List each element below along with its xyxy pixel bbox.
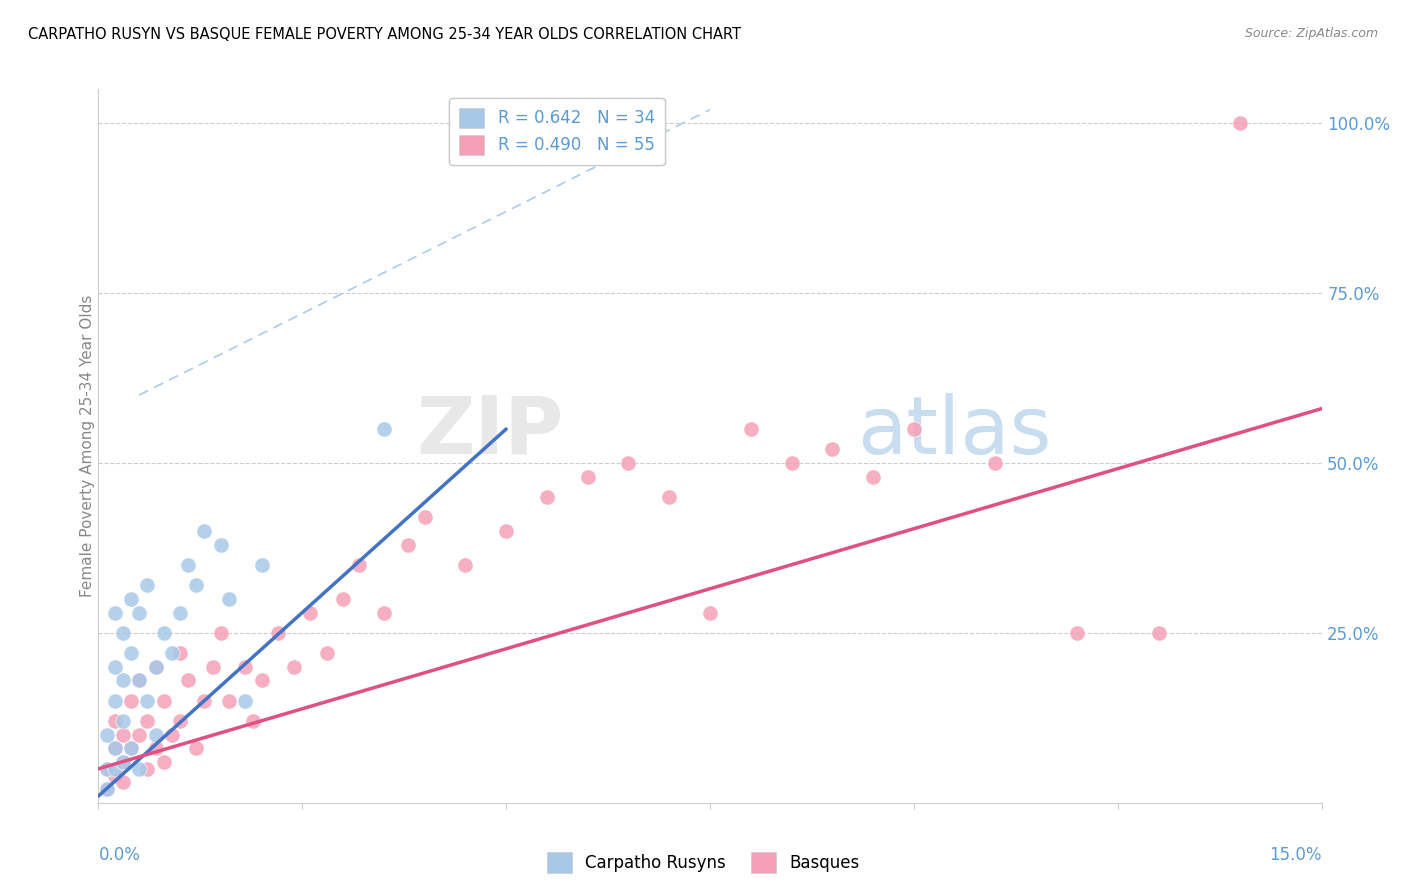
Point — [111, 626, 134, 640]
Point — [413, 510, 436, 524]
Text: Source: ZipAtlas.com: Source: ZipAtlas.com — [1244, 27, 1378, 40]
Point — [242, 714, 264, 729]
Point — [617, 456, 640, 470]
Point — [299, 606, 322, 620]
Point — [201, 660, 224, 674]
Point — [104, 694, 127, 708]
Text: 0.0%: 0.0% — [98, 846, 141, 863]
Point — [177, 673, 200, 688]
Point — [120, 741, 142, 756]
Point — [152, 626, 174, 640]
Point — [495, 524, 517, 538]
Point — [186, 578, 208, 592]
Legend: R = 0.642   N = 34, R = 0.490   N = 55: R = 0.642 N = 34, R = 0.490 N = 55 — [450, 97, 665, 165]
Text: atlas: atlas — [856, 392, 1052, 471]
Point — [984, 456, 1007, 470]
Point — [862, 469, 884, 483]
Point — [120, 646, 142, 660]
Point — [111, 775, 134, 789]
Point — [373, 422, 395, 436]
Point — [96, 782, 118, 797]
Point — [283, 660, 305, 674]
Point — [145, 741, 167, 756]
Point — [780, 456, 803, 470]
Point — [160, 646, 183, 660]
Point — [186, 741, 208, 756]
Text: ZIP: ZIP — [416, 392, 564, 471]
Point — [111, 755, 134, 769]
Point — [152, 755, 174, 769]
Point — [96, 762, 118, 776]
Point — [128, 606, 150, 620]
Point — [104, 762, 127, 776]
Point — [128, 728, 150, 742]
Point — [233, 660, 256, 674]
Point — [209, 537, 232, 551]
Point — [193, 694, 215, 708]
Point — [104, 741, 127, 756]
Point — [699, 606, 721, 620]
Point — [396, 537, 419, 551]
Point — [128, 673, 150, 688]
Point — [169, 714, 191, 729]
Point — [136, 762, 159, 776]
Point — [250, 558, 273, 572]
Point — [267, 626, 290, 640]
Point — [218, 694, 240, 708]
Point — [576, 469, 599, 483]
Point — [740, 422, 762, 436]
Point — [218, 591, 240, 606]
Point — [96, 728, 118, 742]
Point — [111, 673, 134, 688]
Point — [821, 442, 844, 457]
Point — [193, 524, 215, 538]
Point — [104, 660, 127, 674]
Point — [145, 660, 167, 674]
Point — [903, 422, 925, 436]
Point — [1066, 626, 1088, 640]
Point — [250, 673, 273, 688]
Point — [169, 606, 191, 620]
Point — [111, 728, 134, 742]
Point — [111, 714, 134, 729]
Point — [104, 606, 127, 620]
Legend: Carpatho Rusyns, Basques: Carpatho Rusyns, Basques — [540, 846, 866, 880]
Point — [136, 694, 159, 708]
Point — [104, 769, 127, 783]
Point — [209, 626, 232, 640]
Point — [145, 660, 167, 674]
Text: 15.0%: 15.0% — [1270, 846, 1322, 863]
Point — [120, 741, 142, 756]
Point — [454, 558, 477, 572]
Point — [1229, 116, 1251, 130]
Point — [1147, 626, 1170, 640]
Point — [495, 116, 517, 130]
Point — [120, 694, 142, 708]
Point — [332, 591, 354, 606]
Point — [96, 762, 118, 776]
Point — [136, 578, 159, 592]
Point — [152, 694, 174, 708]
Point — [128, 762, 150, 776]
Point — [120, 591, 142, 606]
Point — [104, 741, 127, 756]
Point — [128, 673, 150, 688]
Point — [160, 728, 183, 742]
Point — [145, 728, 167, 742]
Point — [111, 755, 134, 769]
Point — [233, 694, 256, 708]
Point — [315, 646, 337, 660]
Point — [169, 646, 191, 660]
Text: CARPATHO RUSYN VS BASQUE FEMALE POVERTY AMONG 25-34 YEAR OLDS CORRELATION CHART: CARPATHO RUSYN VS BASQUE FEMALE POVERTY … — [28, 27, 741, 42]
Point — [373, 606, 395, 620]
Point — [96, 782, 118, 797]
Point — [536, 490, 558, 504]
Point — [136, 714, 159, 729]
Point — [658, 490, 681, 504]
Point — [177, 558, 200, 572]
Point — [349, 558, 371, 572]
Y-axis label: Female Poverty Among 25-34 Year Olds: Female Poverty Among 25-34 Year Olds — [80, 295, 94, 597]
Point — [104, 714, 127, 729]
